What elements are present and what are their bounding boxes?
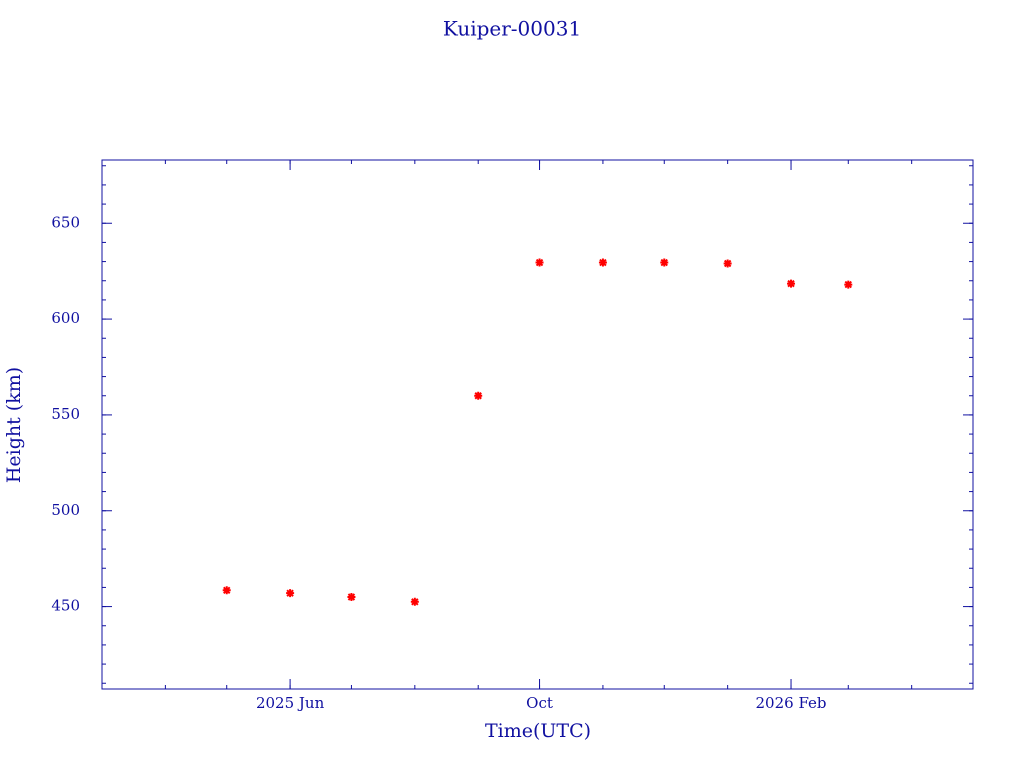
y-tick-label: 550 (51, 405, 80, 423)
y-tick-label: 650 (51, 213, 80, 231)
x-tick-label: Oct (526, 694, 553, 712)
y-tick-label: 450 (51, 597, 80, 615)
x-axis-label: Time(UTC) (485, 720, 591, 742)
y-tick-label: 500 (51, 501, 80, 519)
point-marker (660, 258, 669, 267)
point-marker (222, 586, 231, 595)
point-marker (474, 391, 483, 400)
point-marker (844, 280, 853, 289)
chart-title: Kuiper-00031 (443, 17, 581, 41)
y-tick-label: 600 (51, 309, 80, 327)
point-marker (787, 279, 796, 288)
point-marker (723, 259, 732, 268)
point-marker (410, 597, 419, 606)
point-marker (598, 258, 607, 267)
point-marker (347, 593, 356, 601)
x-tick-label: 2025 Jun (256, 694, 325, 712)
point-marker (535, 258, 544, 267)
point-marker (286, 589, 295, 598)
x-tick-label: 2026 Feb (756, 694, 827, 712)
y-axis-label: Height (km) (3, 367, 25, 483)
plot-frame (101, 159, 974, 690)
